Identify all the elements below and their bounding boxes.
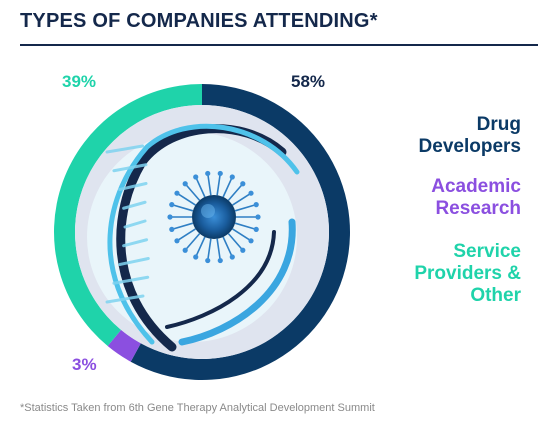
virus-spike-tip xyxy=(248,238,254,244)
footnote: *Statistics Taken from 6th Gene Therapy … xyxy=(20,402,375,414)
virus-spike-tip xyxy=(240,181,246,187)
virus-spike-tip xyxy=(193,174,199,180)
legend-academic-research: Academic Research xyxy=(431,176,521,220)
virus-spike-tip xyxy=(240,247,246,253)
virus-spike-tip xyxy=(169,226,175,232)
legend-line: Providers & xyxy=(414,263,521,284)
donut-slice-drug-developers xyxy=(130,84,350,380)
virus-spike xyxy=(184,183,201,201)
virus-spike-tip xyxy=(193,254,199,260)
legend-line: Drug xyxy=(476,114,521,135)
pct-label-academic-research: 3% xyxy=(72,355,97,374)
virus-spike-tip xyxy=(229,174,235,180)
donut-slice-academic-research xyxy=(107,329,141,362)
ribbon-blue xyxy=(178,218,296,346)
legend-drug-developers: Drug Developers xyxy=(419,114,521,158)
dna-rung xyxy=(105,294,145,304)
virus-spike xyxy=(227,183,244,201)
virus-spike-tip xyxy=(255,214,261,220)
pct-label-drug-developers: 58% xyxy=(291,72,326,91)
dna-rung xyxy=(112,275,150,285)
virus-icon xyxy=(192,195,236,239)
virus-spike xyxy=(206,173,212,196)
virus-spike xyxy=(234,203,257,212)
virus-spike xyxy=(176,192,196,206)
virus-spike-tip xyxy=(217,257,223,264)
virus-spike xyxy=(222,236,234,258)
virus-spike xyxy=(184,233,201,251)
legend-service-providers: Service Providers & Other xyxy=(414,241,521,307)
virus-spike xyxy=(171,203,194,212)
virus-spike xyxy=(176,228,196,242)
virus-spike-tip xyxy=(217,170,223,177)
legend-line: Service xyxy=(453,241,521,262)
virus-spike-tip xyxy=(248,190,254,196)
dna-rung xyxy=(123,219,147,229)
legend-line: Research xyxy=(435,198,521,219)
virus-spike xyxy=(194,236,206,258)
virus-spike xyxy=(171,222,194,231)
legend-line: Developers xyxy=(418,136,521,157)
dna-rung xyxy=(105,144,145,154)
virus-spike-tip xyxy=(174,238,180,244)
dna-rung xyxy=(112,163,148,173)
pct-label-service-providers: 39% xyxy=(62,72,97,91)
virus-spike xyxy=(216,173,222,196)
donut-slice-service-providers xyxy=(54,84,202,347)
dna-virus-illustration xyxy=(87,123,300,352)
virus-spike-tip xyxy=(169,202,175,208)
chart-title: TYPES OF COMPANIES ATTENDING* xyxy=(20,10,378,32)
virus-spike-tip xyxy=(182,181,188,187)
virus-spike-tip xyxy=(205,170,211,177)
dna-strand-light xyxy=(107,123,300,345)
virus-spike xyxy=(232,228,252,242)
virus-spike-tip xyxy=(174,190,180,196)
legend-line: Other xyxy=(470,285,521,306)
legend-line: Academic xyxy=(431,176,521,197)
dna-rung xyxy=(118,257,150,266)
dna-rung xyxy=(122,200,147,210)
virus-spike-tip xyxy=(253,226,259,232)
virus-spike xyxy=(227,233,244,251)
virus-spike-tip xyxy=(205,257,211,264)
virus-spike xyxy=(222,176,234,198)
virus-highlight xyxy=(201,204,215,218)
virus-spike xyxy=(232,192,252,206)
virus-spike-tip xyxy=(167,214,173,220)
virus-spike xyxy=(216,238,222,261)
virus-spike xyxy=(234,222,257,231)
virus-spike-tip xyxy=(229,254,235,260)
virus-spike xyxy=(206,238,212,261)
virus-spike-tip xyxy=(253,202,259,208)
dna-rung xyxy=(122,238,149,248)
ribbon-dark xyxy=(165,230,276,329)
virus-spike xyxy=(194,176,206,198)
virus-spike-tip xyxy=(182,247,188,253)
title-underline xyxy=(20,44,538,46)
dna-rung xyxy=(118,182,148,191)
